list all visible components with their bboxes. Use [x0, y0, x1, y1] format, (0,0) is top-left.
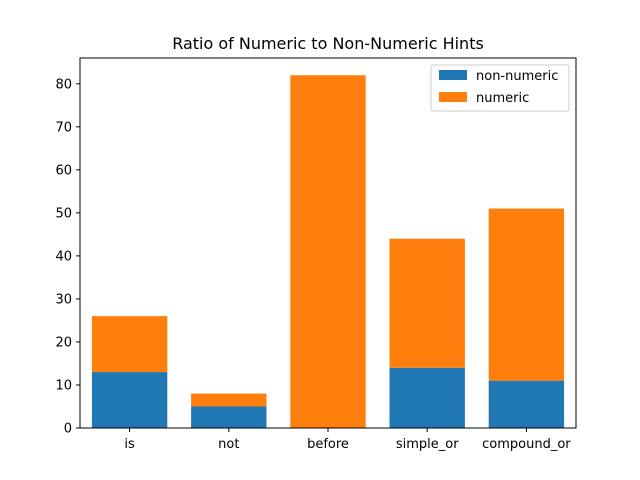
legend-label-numeric: numeric: [476, 91, 529, 106]
y-tick-label: 20: [55, 335, 72, 350]
bar-numeric-not: [191, 393, 267, 407]
x-tick-label: compound_or: [482, 437, 571, 452]
bar-non-numeric-simple_or: [389, 367, 465, 428]
bar-numeric-compound_or: [488, 208, 565, 381]
bar-numeric-before: [290, 75, 366, 429]
y-tick-label: 0: [64, 422, 72, 437]
bar-numeric-is: [91, 316, 168, 373]
x-tick-label: not: [218, 437, 239, 452]
y-tick-label: 30: [55, 292, 72, 307]
y-axis: 0 10 20 30 40 50 60 70 80: [55, 77, 80, 437]
y-tick-label: 40: [55, 249, 72, 264]
legend: non-numeric numeric: [430, 64, 570, 112]
x-axis: is not before simple_or compound_or: [124, 428, 571, 452]
bar-numeric-simple_or: [389, 238, 465, 368]
x-tick-label: simple_or: [396, 437, 459, 452]
legend-swatch-non-numeric: [439, 70, 467, 80]
chart-title: Ratio of Numeric to Non-Numeric Hints: [172, 34, 484, 53]
y-tick-label: 70: [55, 120, 72, 135]
bar-non-numeric-compound_or: [488, 380, 565, 428]
x-tick-label: is: [124, 437, 135, 452]
y-tick-label: 80: [55, 77, 72, 92]
y-tick-label: 50: [55, 206, 72, 221]
y-tick-label: 60: [55, 163, 72, 178]
y-tick-label: 10: [55, 378, 72, 393]
bars-group: [91, 75, 565, 429]
bar-non-numeric-not: [191, 406, 267, 428]
legend-label-non-numeric: non-numeric: [476, 69, 558, 84]
x-tick-label: before: [307, 437, 349, 452]
bar-non-numeric-is: [91, 372, 168, 428]
legend-swatch-numeric: [439, 92, 467, 102]
